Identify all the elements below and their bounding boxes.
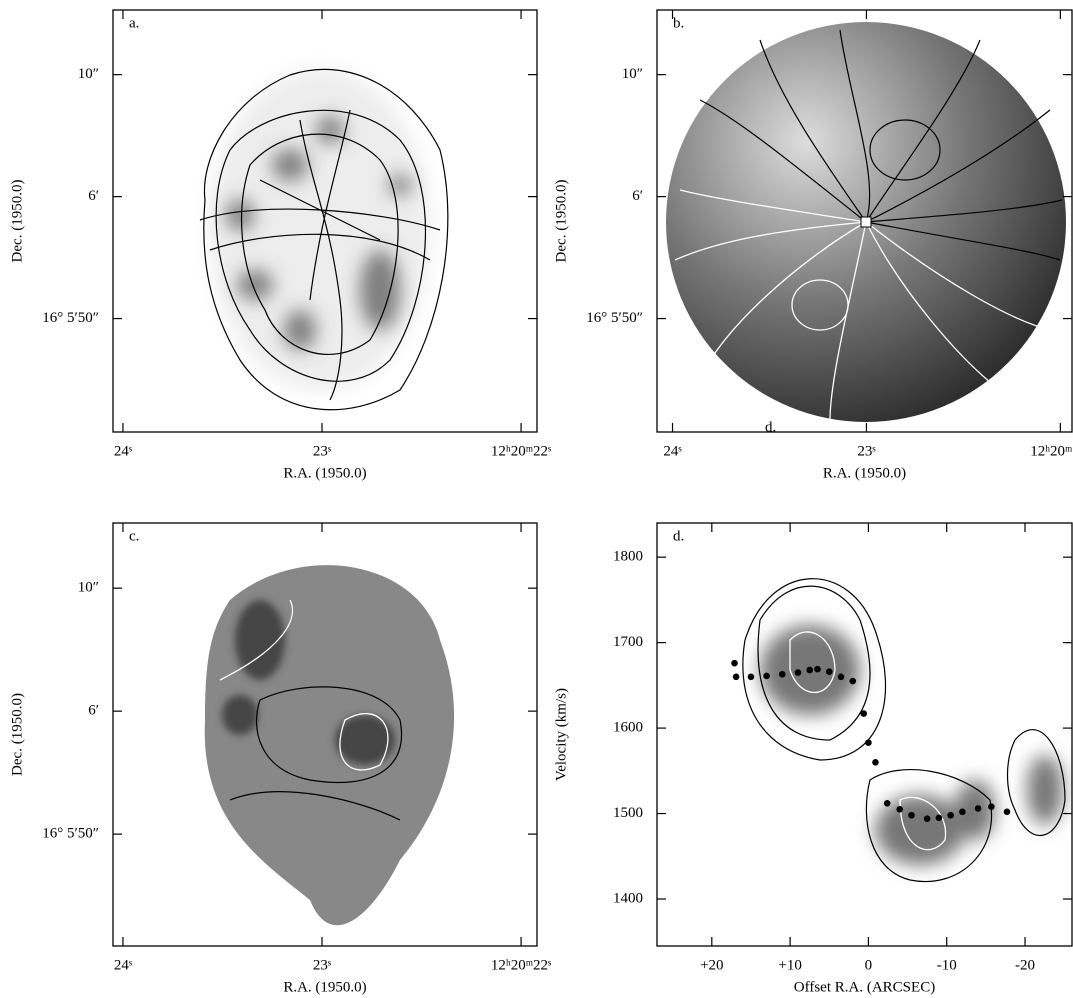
data-point: [935, 814, 943, 822]
y-axis-label: Dec. (1950.0): [9, 693, 25, 776]
y-tick-label: 1600: [613, 720, 643, 736]
map-a: [199, 68, 449, 411]
y-tick-label: 6′: [88, 188, 99, 204]
y-tick-label: 1400: [613, 890, 643, 906]
data-point: [825, 668, 833, 675]
y-tick-label: 6′: [632, 188, 643, 204]
data-point: [837, 673, 845, 681]
data-point: [896, 805, 904, 813]
x-tick-label: +20: [700, 957, 723, 973]
data-point: [747, 673, 755, 681]
map-b: [666, 22, 1066, 422]
data-point: [778, 670, 786, 678]
x-axis-label: R.A. (1950.0): [283, 979, 366, 995]
y-tick-label: 1500: [613, 805, 643, 821]
x-tick-label: 24ˢ: [663, 443, 681, 459]
data-point: [763, 672, 770, 680]
panel-label: d.: [673, 528, 684, 544]
y-tick-label: 1700: [613, 634, 643, 650]
x-tick-label: 0: [865, 957, 873, 973]
data-point: [988, 803, 995, 811]
x-tick-label: 23ˢ: [313, 957, 331, 973]
data-point: [947, 811, 954, 819]
y-axis-label: Dec. (1950.0): [9, 180, 25, 263]
y-tick-label: 16° 5′50″: [42, 310, 99, 326]
data-point: [872, 758, 879, 766]
x-tick-label: 24ˢ: [114, 443, 132, 459]
data-point: [732, 673, 740, 681]
data-point: [1003, 808, 1011, 816]
data-point: [731, 659, 738, 667]
frame: [112, 9, 538, 433]
x-tick-label: -10: [937, 957, 957, 973]
x-tick-label: 24ˢ: [114, 957, 132, 973]
y-axis-label: Velocity (km/s): [553, 688, 569, 781]
y-axis-label: Dec. (1950.0): [553, 180, 569, 263]
y-tick-label: 6′: [88, 703, 99, 719]
data-point: [865, 739, 872, 746]
x-tick-label: +10: [778, 957, 801, 973]
y-tick-label: 10″: [78, 580, 99, 596]
frame: [656, 9, 1073, 433]
map-d: [742, 578, 1066, 883]
data-point: [923, 815, 931, 822]
y-tick-label: 10″: [78, 66, 99, 82]
data-point: [806, 666, 813, 674]
data-point: [959, 808, 966, 816]
y-tick-label: 16° 5′50″: [586, 310, 643, 326]
x-axis-label: Offset R.A. (ARCSEC): [794, 979, 935, 995]
data-point: [794, 669, 802, 676]
x-axis-label: R.A. (1950.0): [283, 465, 366, 481]
x-tick-label: 12ʰ20ᵐ22ˢ: [491, 443, 551, 459]
x-axis-label: R.A. (1950.0): [823, 465, 906, 481]
data-point: [908, 811, 915, 819]
data-point: [814, 665, 821, 673]
data-point: [883, 799, 891, 807]
y-tick-label: 16° 5′50″: [42, 826, 99, 842]
panel-label: c.: [129, 528, 139, 544]
data-point: [860, 710, 868, 717]
x-tick-label: -20: [1015, 957, 1035, 973]
panel-label: b.: [673, 15, 684, 31]
y-tick-label: 1800: [613, 549, 643, 565]
x-tick-label: 23ˢ: [857, 443, 875, 459]
data-point: [974, 805, 982, 812]
frame: [112, 522, 538, 947]
x-tick-label: 12ʰ20ᵐ22ˢ: [1030, 443, 1073, 459]
frame: [656, 522, 1073, 947]
panel-label: a.: [129, 15, 139, 31]
annotation: d.: [765, 419, 776, 435]
x-tick-label: 12ʰ20ᵐ22ˢ: [491, 957, 551, 973]
x-tick-label: 23ˢ: [313, 443, 331, 459]
map-c: [204, 565, 455, 926]
y-tick-label: 10″: [622, 66, 643, 82]
data-point: [849, 677, 857, 685]
